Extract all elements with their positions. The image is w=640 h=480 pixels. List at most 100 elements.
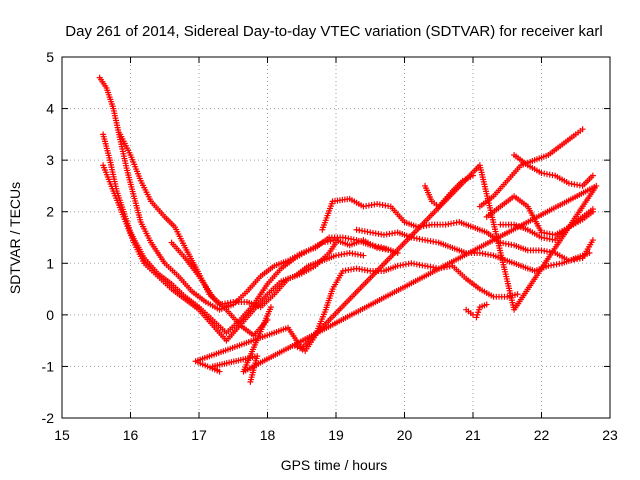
track-g-sample (426, 222, 433, 229)
track-m-sample (536, 233, 543, 240)
track-d-sample (181, 242, 188, 249)
y-tick-label: 3 (46, 152, 54, 168)
track-d-sample (255, 303, 262, 310)
track-b-sample (263, 282, 270, 289)
track-a-sample (109, 103, 116, 110)
track-h-sample (419, 236, 426, 243)
track-g-sample (439, 221, 446, 228)
track-f-sample (321, 309, 328, 316)
track-f-sample (501, 293, 508, 300)
x-tick-label: 19 (328, 427, 344, 443)
track-c-sample (119, 211, 126, 218)
y-tick-label: -1 (42, 358, 55, 374)
track-a-sample (123, 165, 130, 172)
track-b-sample (317, 240, 324, 247)
track-f-sample (328, 288, 335, 295)
track-f-sample (488, 292, 495, 299)
track-e-sample (208, 291, 215, 298)
track-c-sample (262, 293, 269, 300)
track-g-sample (522, 246, 529, 253)
y-tick-label: 1 (46, 255, 54, 271)
track-g-sample (399, 217, 406, 224)
track-d-sample (331, 241, 338, 248)
track-d-sample (296, 271, 303, 278)
track-j-sample (543, 152, 550, 159)
track-j-sample (557, 143, 564, 150)
track-c-sample (207, 320, 214, 327)
outliers-sample (282, 325, 289, 332)
y-axis-label: SDTVAR / TECUs (7, 182, 23, 294)
track-d-sample (126, 149, 133, 156)
track-m-sample (587, 207, 594, 214)
track-e-sample (180, 253, 187, 260)
track-a-sample (241, 290, 248, 297)
track-j-sample (516, 164, 523, 171)
track-e-sample (194, 271, 201, 278)
x-tick-label: 23 (602, 427, 618, 443)
track-n-sample (481, 302, 488, 309)
y-tick-label: 2 (46, 204, 54, 220)
track-a-sample (130, 190, 137, 197)
track-h-sample (364, 228, 371, 235)
x-tick-label: 17 (191, 427, 207, 443)
track-b-sample (289, 256, 296, 263)
x-tick-label: 21 (465, 427, 481, 443)
track-k-sample (563, 179, 570, 186)
track-d-sample (269, 293, 276, 300)
track-l-sample (495, 205, 502, 212)
track-c-sample (276, 280, 283, 287)
track-a-sample (146, 237, 153, 244)
track-a-sample (137, 216, 144, 223)
track-a-sample (269, 264, 276, 271)
track-j-sample (577, 127, 584, 134)
track-b-sample (385, 246, 392, 253)
track-c-sample (152, 271, 159, 278)
track-l-sample (549, 231, 556, 238)
track-j-sample (488, 194, 495, 201)
track-a-sample (200, 297, 207, 304)
plot-frame (61, 56, 611, 419)
track-h-sample (447, 243, 454, 250)
track-j-sample (529, 158, 536, 165)
track-k-sample (522, 160, 529, 167)
track-d-sample (310, 264, 317, 271)
track-h-sample (556, 260, 563, 267)
track-m-sample (508, 221, 515, 228)
track-c-sample (249, 308, 256, 315)
track-c-sample (129, 237, 136, 244)
track-k-sample (536, 168, 543, 175)
track-l-sample (537, 227, 544, 234)
track-h-sample (433, 239, 440, 246)
chart-title: Day 261 of 2014, Sidereal Day-to-day VTE… (65, 23, 602, 40)
track-f-sample (299, 346, 306, 353)
track-g-sample (371, 201, 378, 208)
x-tick-label: 16 (123, 427, 139, 443)
track-e-sample (221, 304, 228, 311)
track-b-sample (303, 248, 310, 255)
track-g-sample (328, 200, 335, 207)
track-l-sample (522, 202, 529, 209)
data-points (96, 74, 600, 385)
track-c-sample (343, 250, 350, 257)
track-g-sample (385, 203, 392, 210)
track-h-sample (515, 262, 522, 269)
track-g-sample (481, 228, 488, 235)
y-tick-label: 5 (46, 49, 54, 65)
x-tick-label: 20 (397, 427, 413, 443)
track-m-sample (549, 236, 556, 243)
track-f-sample (405, 260, 412, 267)
y-tick-label: 4 (46, 101, 54, 117)
track-k-sample (588, 174, 595, 181)
track-a-sample (173, 271, 180, 278)
track-j-sample (502, 179, 509, 186)
x-axis-label: GPS time / hours (281, 457, 388, 473)
track-d-sample (324, 251, 331, 258)
track-d-sample (283, 277, 290, 284)
track-a-sample (160, 258, 167, 265)
track-b-sample (106, 154, 113, 161)
track-d-sample (170, 222, 177, 229)
track-h-sample (391, 229, 398, 236)
track-b-sample (207, 315, 214, 322)
